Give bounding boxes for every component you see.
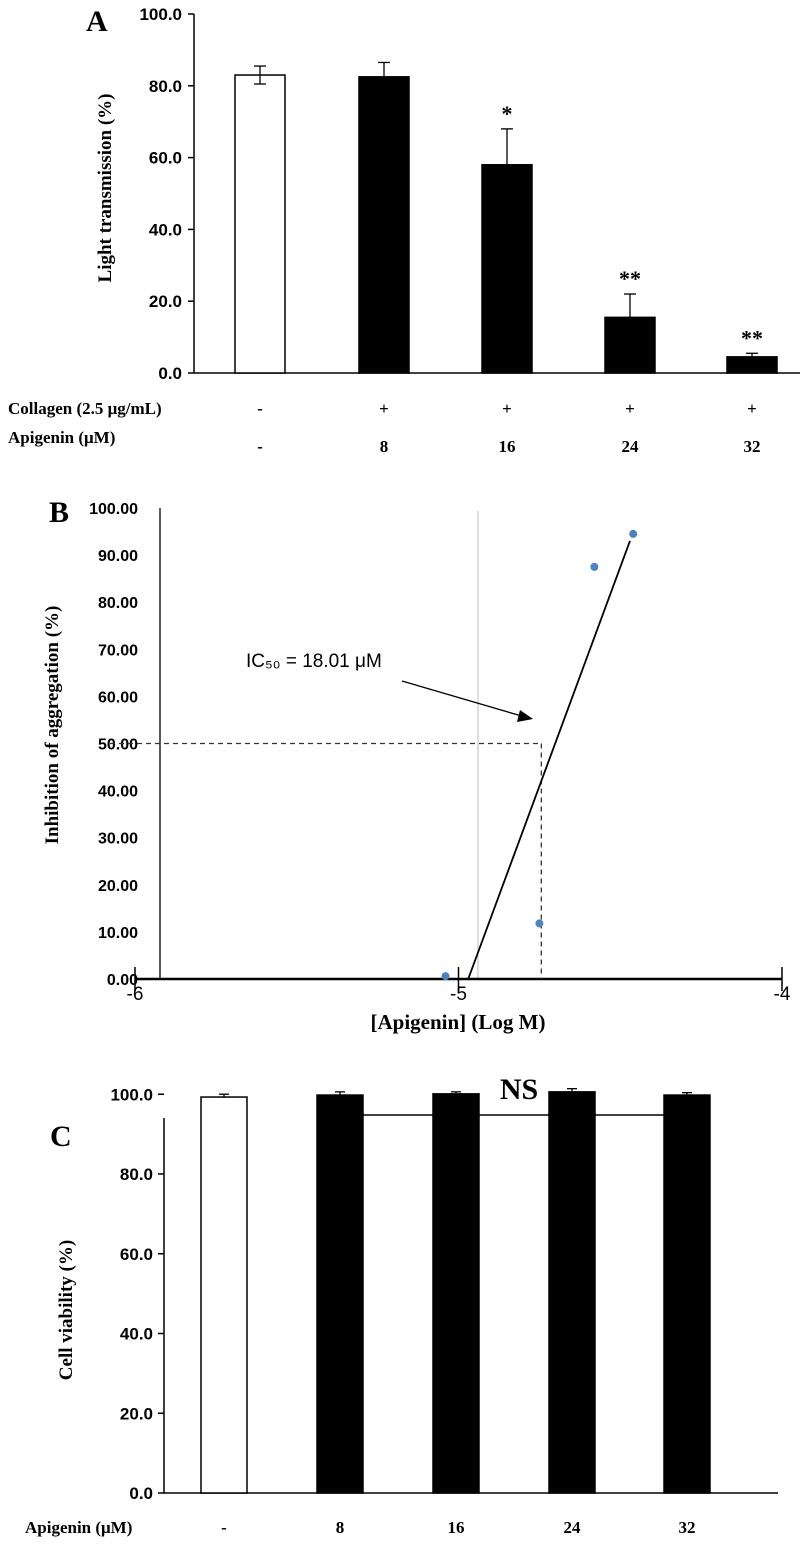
bar — [234, 74, 286, 374]
panel-a-letter: A — [86, 5, 108, 38]
y-tick-label: 60.0 — [120, 1245, 153, 1264]
apigenin-row-label: Apigenin (μM) — [25, 1518, 132, 1537]
bar — [604, 316, 656, 374]
y-tick-label: 50.00 — [98, 737, 138, 754]
y-tick-label: 60.00 — [98, 689, 138, 706]
x-tick-label: -5 — [450, 984, 467, 1005]
ic50-annotation: IC₅₀ = 18.01 μM — [246, 651, 382, 672]
ns-annotation: NS — [500, 1073, 538, 1106]
x-tick-label: -4 — [774, 984, 791, 1005]
significance-marker: ** — [741, 325, 763, 350]
row-value: 16 — [499, 437, 516, 456]
panel-b-y-axis-label: Inhibition of aggregation (%) — [42, 606, 63, 845]
row-value: 32 — [744, 437, 761, 456]
y-tick-label: 20.0 — [120, 1404, 153, 1423]
y-tick-label: 100.0 — [139, 5, 182, 24]
row-value: 16 — [448, 1518, 465, 1537]
y-tick-label: 80.00 — [98, 595, 138, 612]
y-tick-label: 30.00 — [98, 831, 138, 848]
row-value: - — [221, 1518, 227, 1537]
data-point — [441, 972, 450, 981]
bar — [481, 164, 533, 374]
y-tick-label: 80.0 — [149, 77, 182, 96]
y-tick-label: 20.00 — [98, 878, 138, 895]
bar — [358, 76, 410, 374]
y-tick-label: 20.0 — [149, 292, 182, 311]
data-point — [629, 529, 638, 538]
y-tick-label: 100.00 — [89, 501, 138, 518]
y-tick-label: 90.00 — [98, 548, 138, 565]
y-tick-label: 0.0 — [158, 364, 182, 383]
row-value: - — [257, 437, 263, 456]
trendline — [467, 540, 631, 980]
row-value: 8 — [336, 1518, 345, 1537]
row-value: 8 — [380, 437, 389, 456]
y-tick-label: 40.0 — [149, 220, 182, 239]
panel-a-y-axis-label: Light transmission (%) — [95, 94, 116, 283]
row-value: 24 — [564, 1518, 582, 1537]
ic50-arrowhead — [517, 710, 533, 722]
y-tick-label: 70.00 — [98, 642, 138, 659]
y-tick-label: 100.0 — [110, 1085, 153, 1104]
row-value: - — [257, 399, 263, 418]
panel-b-x-axis-label: [Apigenin] (Log M) — [371, 1010, 546, 1034]
y-tick-label: 0.0 — [129, 1484, 153, 1503]
data-point — [535, 919, 544, 928]
y-tick-label: 0.00 — [107, 972, 138, 989]
collagen-row-label: Collagen (2.5 μg/mL) — [8, 399, 162, 418]
row-value: + — [747, 399, 757, 418]
panel-b: B Inhibition of aggregation (%) -6 -5 -4 0.… — [42, 496, 791, 1034]
row-value: 32 — [679, 1518, 696, 1537]
x-tick-label: -6 — [127, 984, 144, 1005]
row-value: + — [502, 399, 512, 418]
y-tick-label: 80.0 — [120, 1165, 153, 1184]
data-point — [590, 562, 599, 571]
y-tick-label: 40.00 — [98, 784, 138, 801]
bar — [200, 1096, 248, 1494]
panel-c-y-axis-label: Cell viability (%) — [56, 1240, 77, 1380]
y-tick-label: 10.00 — [98, 925, 138, 942]
panel-c: C NS Cell viability (%) 0.0 20.0 40.0 60.0 8… — [25, 1073, 778, 1537]
y-tick-label: 40.0 — [120, 1325, 153, 1344]
bar — [316, 1094, 364, 1494]
significance-marker: ** — [619, 266, 641, 291]
row-value: + — [625, 399, 635, 418]
ic50-arrow — [401, 680, 526, 718]
bar — [663, 1094, 711, 1494]
significance-marker: * — [502, 101, 513, 126]
y-tick-label: 60.0 — [149, 149, 182, 168]
panel-b-letter: B — [49, 496, 69, 529]
bar — [726, 356, 778, 374]
row-value: 24 — [622, 437, 640, 456]
panel-a: A Light transmission (%) 0.0 20.0 40.0 60.0… — [8, 5, 800, 456]
bar — [548, 1091, 596, 1494]
panel-c-letter: C — [50, 1120, 72, 1153]
apigenin-row-label: Apigenin (μM) — [8, 428, 115, 447]
row-value: + — [379, 399, 389, 418]
bar — [432, 1093, 480, 1494]
